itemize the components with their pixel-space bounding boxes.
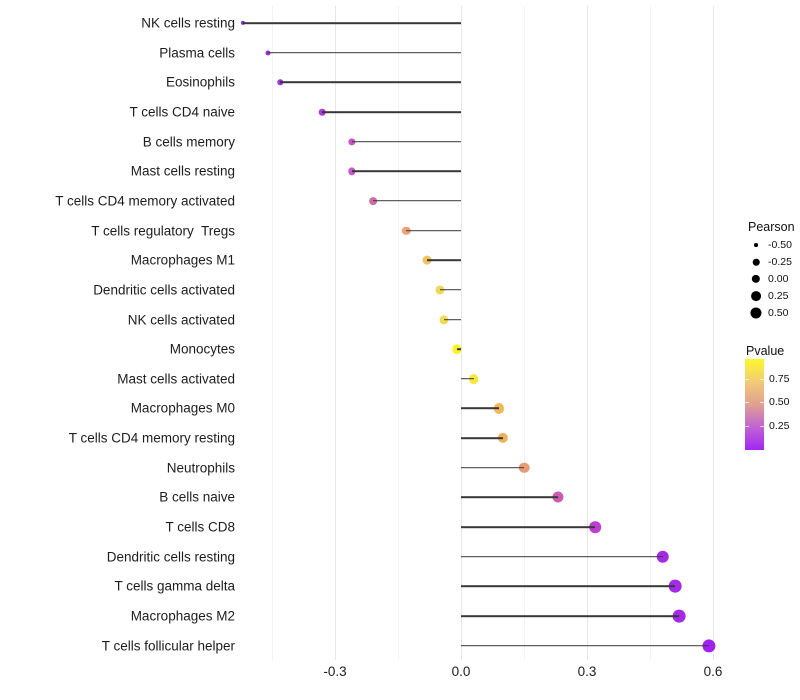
stem-line	[427, 259, 461, 261]
gradient-tick-mark	[760, 402, 764, 404]
stem-line	[267, 51, 461, 54]
size-legend-label: 0.25	[768, 289, 789, 302]
stem-line	[406, 229, 461, 232]
data-point	[656, 550, 669, 563]
gridline-major	[713, 6, 714, 660]
category-label: T cells regulatory Tregs	[91, 222, 235, 238]
stem-line	[461, 466, 524, 469]
gradient-tick-mark	[745, 402, 749, 404]
category-label: T cells CD4 memory resting	[68, 430, 235, 446]
gradient-tick-mark	[760, 425, 764, 427]
size-legend-dot	[751, 274, 761, 284]
color-legend-title: Pvalue	[746, 344, 785, 358]
category-label: Neutrophils	[166, 460, 235, 475]
pvalue-tick-label: 0.50	[769, 396, 790, 409]
category-label: T cells follicular helper	[101, 637, 235, 653]
category-label: Mast cells activated	[117, 371, 235, 387]
stem-line	[461, 378, 474, 380]
pvalue-tick-label: 0.75	[769, 372, 790, 385]
gridline-major	[587, 6, 588, 660]
size-legend-dot	[750, 307, 762, 319]
gridline-minor	[650, 6, 651, 660]
category-label: Monocytes	[169, 341, 235, 357]
size-legend-dot	[752, 258, 760, 266]
data-point	[552, 491, 564, 503]
size-legend-label: 0.00	[768, 272, 789, 285]
category-label: Plasma cells	[159, 44, 235, 60]
stem-line	[440, 289, 461, 291]
stem-line	[461, 585, 676, 588]
x-tick-label: -0.3	[323, 664, 347, 679]
category-label: Dendritic cells activated	[93, 282, 235, 298]
stem-line	[461, 437, 503, 439]
category-label: B cells memory	[142, 133, 235, 149]
stem-line	[461, 526, 596, 528]
category-label: T cells CD8	[165, 519, 235, 535]
stem-line	[351, 140, 461, 143]
data-point	[702, 639, 716, 653]
gridline-minor	[398, 6, 399, 660]
pvalue-gradient-bar	[745, 359, 764, 450]
stem-line	[461, 615, 680, 617]
size-legend-label: -0.25	[768, 255, 792, 268]
data-point	[673, 609, 686, 623]
x-tick-label: 0.3	[577, 664, 597, 679]
gridline-minor	[524, 6, 525, 660]
category-label: Eosinophils	[165, 74, 235, 90]
data-point	[589, 521, 602, 533]
category-label: Mast cells resting	[130, 163, 235, 179]
size-legend-label: 0.50	[768, 306, 789, 319]
stem-line	[461, 555, 663, 558]
category-label: NK cells resting	[141, 15, 235, 31]
data-point	[518, 462, 530, 474]
gradient-tick-mark	[760, 379, 764, 380]
size-legend-title: Pearson	[748, 220, 795, 234]
data-point	[493, 403, 504, 414]
category-label: Dendritic cells resting	[106, 548, 235, 564]
category-label: T cells CD4 naive	[129, 104, 235, 120]
x-tick-label: 0.0	[451, 664, 471, 679]
stem-line	[461, 407, 499, 410]
category-label: T cells CD4 memory activated	[55, 193, 235, 209]
stem-line	[351, 170, 461, 173]
pvalue-tick-label: 0.25	[769, 419, 790, 432]
gradient-tick-mark	[745, 379, 749, 380]
gradient-tick-mark	[745, 425, 749, 427]
size-legend-dot	[754, 243, 758, 247]
stem-line	[456, 348, 461, 350]
category-label: Macrophages M1	[130, 252, 235, 268]
data-point	[468, 373, 479, 384]
category-label: Macrophages M0	[130, 400, 235, 416]
category-label: B cells naive	[159, 489, 235, 505]
stem-line	[461, 496, 558, 499]
category-label: Macrophages M2	[130, 608, 235, 624]
data-point	[497, 432, 509, 444]
gridline-major	[335, 6, 336, 660]
category-label: NK cells activated	[127, 311, 235, 327]
gridline-major	[461, 6, 462, 660]
x-tick-label: 0.6	[703, 664, 723, 679]
gridline-minor	[272, 6, 273, 660]
stem-line	[322, 111, 461, 113]
size-legend-label: -0.50	[768, 238, 792, 251]
stem-line	[444, 318, 461, 321]
data-point	[668, 579, 682, 593]
size-legend-dot	[751, 291, 761, 301]
stem-line	[372, 200, 461, 202]
stem-line	[461, 644, 709, 647]
category-label: T cells gamma delta	[114, 578, 235, 594]
stem-line	[242, 22, 461, 24]
stem-line	[280, 81, 461, 84]
